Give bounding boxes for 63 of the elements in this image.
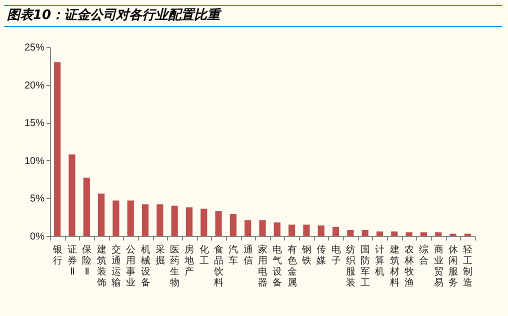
x-tick-label: 建筑装饰 [96,244,107,288]
x-tick-label: 采掘 [155,244,166,266]
bar [54,62,61,236]
x-tick-label: 商业贸易 [434,244,444,288]
bar [68,154,76,236]
x-tick-label: 综合 [419,244,430,266]
bar [347,230,354,236]
x-tick-label: 机械设备 [140,244,151,288]
bar [200,208,208,236]
y-tick-label: 10% [24,156,45,167]
bar [376,231,384,236]
bar [303,224,310,236]
bar [186,207,193,236]
x-tick-label: 计算机 [375,244,386,278]
bar [435,232,442,236]
y-tick-label: 15% [24,118,45,130]
bar [142,204,149,236]
bar [230,214,236,236]
x-tick-label: 交通运输 [111,244,122,288]
bar [98,194,105,236]
bar [406,232,412,236]
x-tick-label: 农林牧渔 [404,244,415,288]
bar [127,200,134,236]
bar [288,224,296,236]
x-tick-label: 银行 [52,244,63,266]
bar [244,220,252,236]
x-tick-label: 电气设备 [272,244,283,288]
x-tick-label: 轻工制造 [463,244,474,288]
x-tick-label: 休闲服务 [448,244,459,288]
bar [112,200,120,236]
bar [420,232,428,236]
x-tick-label: 纺织服装 [346,244,356,288]
x-tick-label: 汽车 [228,244,239,266]
y-tick-label: 0% [30,232,45,242]
y-tick-label: 20% [24,80,45,92]
bar [332,226,340,236]
bar [83,178,90,236]
chart-title: 图表10：证金公司对各行业配置比重 [4,5,502,27]
bar [215,211,222,236]
x-tick-label: 建筑材料 [388,244,400,288]
x-tick-label: 钢铁 [300,244,312,266]
bar [274,222,280,236]
y-tick-label: 5% [30,194,45,205]
x-tick-label: 电子 [331,244,342,266]
x-tick-label: 化工 [199,244,210,266]
x-tick-label: 房地产 [184,244,195,278]
bar [259,220,266,236]
x-tick-label: 食品饮料 [213,244,224,288]
bar [156,204,164,236]
x-tick-label: 传媒 [316,244,327,266]
x-tick-label: 家用电器 [258,244,268,288]
x-tick-label: 保险Ⅱ [82,244,92,278]
x-tick-label: 证券Ⅱ [67,244,78,278]
x-tick-label: 通信 [243,244,254,266]
bar [318,225,324,236]
x-tick-label: 国防军工 [360,244,371,288]
x-tick-label: 公用事业 [126,244,136,288]
bar [171,206,178,236]
bar [362,230,368,236]
y-tick-label: 25% [24,42,45,54]
bar [391,231,398,236]
x-tick-label: 医药生物 [170,244,180,288]
x-tick-label: 有色金属 [287,244,298,288]
